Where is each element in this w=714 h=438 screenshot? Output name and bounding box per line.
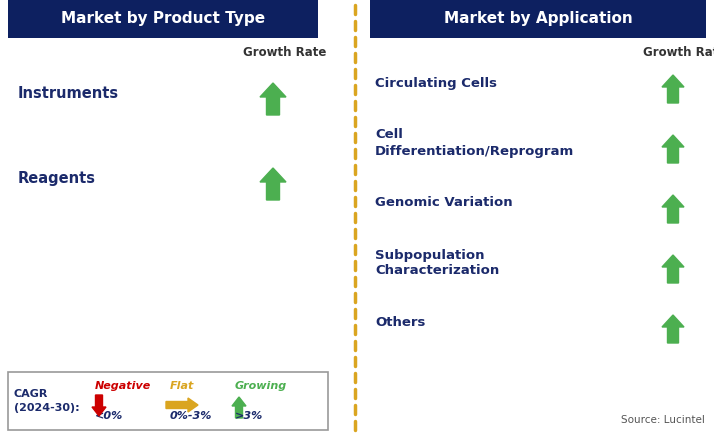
FancyArrow shape [260, 168, 286, 200]
FancyArrow shape [662, 75, 684, 103]
Text: <0%: <0% [95, 411, 124, 421]
Text: 0%-3%: 0%-3% [170, 411, 212, 421]
Text: Instruments: Instruments [18, 85, 119, 100]
Text: Subpopulation
Characterization: Subpopulation Characterization [375, 248, 499, 278]
FancyArrow shape [662, 315, 684, 343]
FancyArrow shape [166, 398, 198, 412]
FancyArrow shape [92, 395, 106, 416]
FancyBboxPatch shape [8, 0, 318, 38]
Text: >3%: >3% [235, 411, 263, 421]
Text: Cell
Differentiation/Reprogram: Cell Differentiation/Reprogram [375, 128, 574, 158]
FancyArrow shape [260, 83, 286, 115]
FancyArrow shape [662, 195, 684, 223]
FancyArrow shape [662, 135, 684, 163]
Text: Circulating Cells: Circulating Cells [375, 77, 497, 89]
FancyBboxPatch shape [8, 372, 328, 430]
Text: Others: Others [375, 317, 426, 329]
FancyBboxPatch shape [370, 0, 706, 38]
Text: Market by Product Type: Market by Product Type [61, 11, 265, 27]
Text: Growth Rate: Growth Rate [243, 46, 327, 60]
Text: Source: Lucintel: Source: Lucintel [621, 415, 705, 425]
Text: Market by Application: Market by Application [443, 11, 633, 27]
Text: Genomic Variation: Genomic Variation [375, 197, 513, 209]
Text: CAGR
(2024-30):: CAGR (2024-30): [14, 389, 80, 413]
Text: Reagents: Reagents [18, 170, 96, 186]
Text: Flat: Flat [170, 381, 194, 391]
FancyArrow shape [232, 397, 246, 418]
Text: Negative: Negative [95, 381, 151, 391]
FancyArrow shape [662, 255, 684, 283]
Text: Growth Rate: Growth Rate [643, 46, 714, 60]
Text: Growing: Growing [235, 381, 287, 391]
